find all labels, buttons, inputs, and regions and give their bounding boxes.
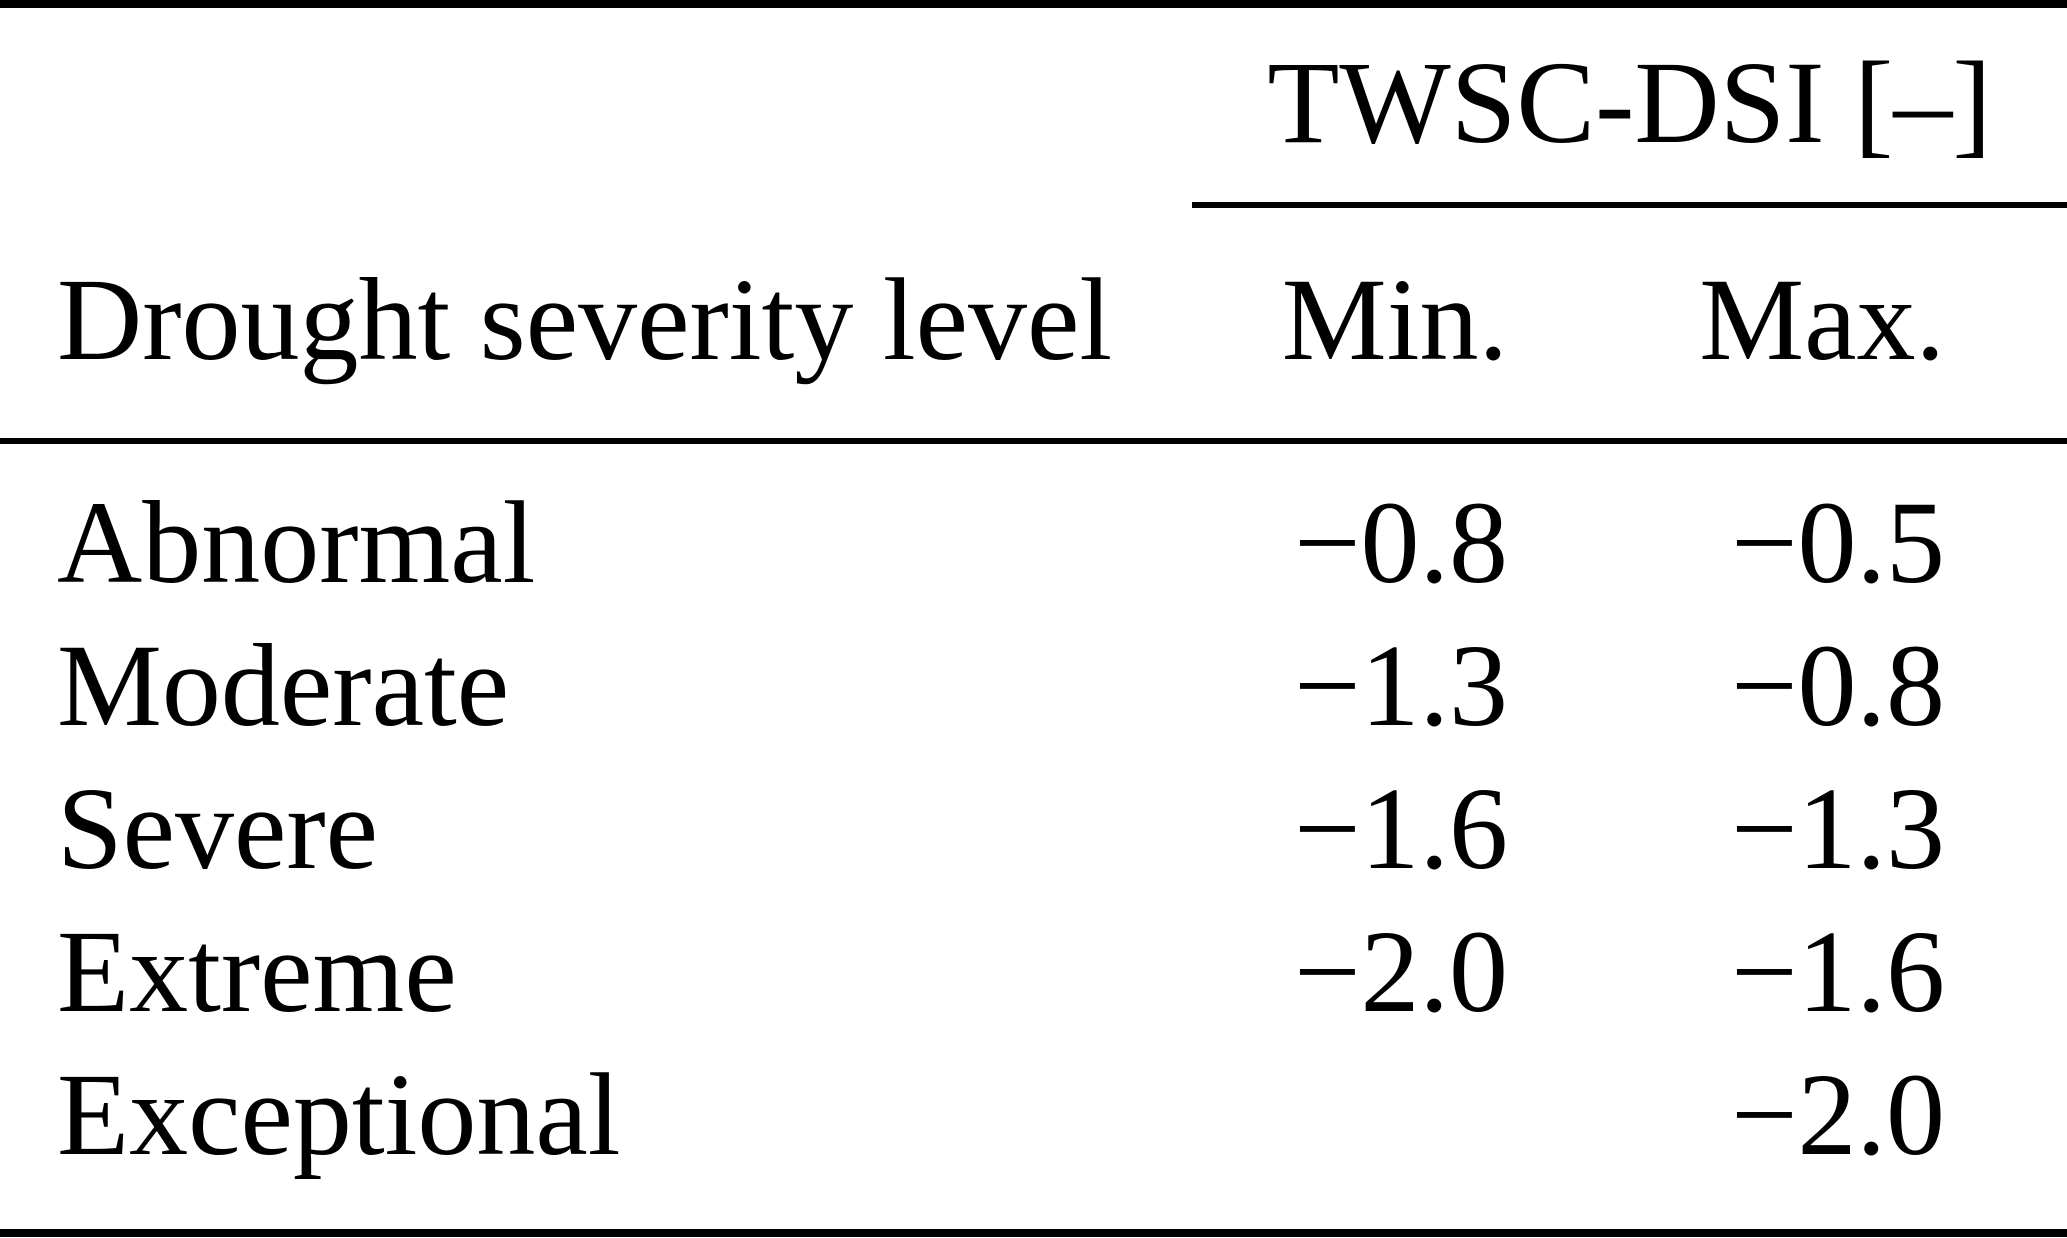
row-extreme-min: −2.0: [1293, 906, 1508, 1037]
row-exceptional-level: Exceptional: [57, 1049, 621, 1180]
row-severe-level: Severe: [57, 763, 379, 894]
row-severe-max: −1.3: [1730, 763, 1945, 894]
row-abnormal-min: −0.8: [1293, 477, 1508, 608]
row-abnormal-level: Abnormal: [57, 477, 536, 608]
row-abnormal-max: −0.5: [1730, 477, 1945, 608]
table-mid-rule: [0, 438, 2067, 444]
column-group-header-twsc-dsi: TWSC-DSI [–]: [1267, 37, 1992, 168]
table-top-rule: [0, 0, 2067, 8]
row-extreme-level: Extreme: [57, 906, 457, 1037]
column-group-underline-rule: [1192, 202, 2067, 208]
header-min: Min.: [1281, 254, 1508, 385]
row-moderate-level: Moderate: [57, 620, 510, 751]
row-extreme-max: −1.6: [1730, 906, 1945, 1037]
table-bottom-rule: [0, 1229, 2067, 1237]
row-moderate-min: −1.3: [1293, 620, 1508, 751]
header-max: Max.: [1699, 254, 1945, 385]
header-drought-severity-level: Drought severity level: [57, 254, 1113, 385]
row-exceptional-max: −2.0: [1730, 1049, 1945, 1180]
row-severe-min: −1.6: [1293, 763, 1508, 894]
row-moderate-max: −0.8: [1730, 620, 1945, 751]
